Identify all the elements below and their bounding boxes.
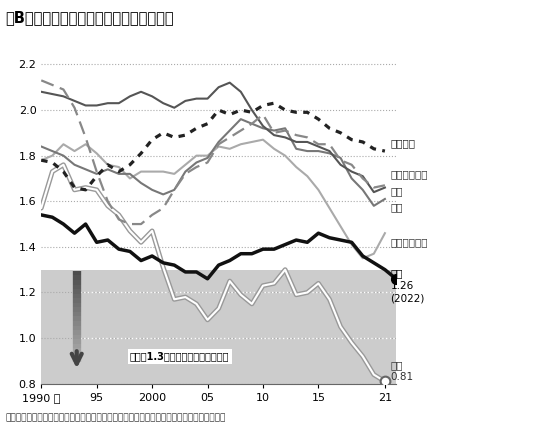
Bar — [59, 270, 60, 384]
Text: 出生率1.3未満＝急速な人口減少に: 出生率1.3未満＝急速な人口減少に — [130, 351, 229, 361]
Bar — [75, 270, 76, 384]
Bar — [48, 270, 49, 384]
Bar — [64, 270, 66, 384]
Text: フィンランド: フィンランド — [390, 237, 428, 247]
Text: 図B　増加に転じた欧米の合計特殊出生率: 図B 増加に転じた欧米の合計特殊出生率 — [6, 11, 174, 25]
Bar — [58, 270, 59, 384]
Bar — [67, 270, 68, 384]
Bar — [53, 270, 54, 384]
Bar — [46, 270, 48, 384]
Text: 韓国
0.81: 韓国 0.81 — [390, 360, 414, 382]
Bar — [41, 270, 42, 384]
Bar — [62, 270, 63, 384]
Bar — [66, 270, 67, 384]
Bar — [42, 270, 44, 384]
Text: 米国: 米国 — [390, 186, 403, 196]
Bar — [63, 270, 64, 384]
Bar — [71, 270, 72, 384]
Bar — [49, 270, 50, 384]
Bar — [79, 270, 80, 384]
Bar — [74, 270, 75, 384]
Bar — [44, 270, 45, 384]
Bar — [50, 270, 52, 384]
Text: スウェーデン: スウェーデン — [390, 169, 428, 179]
Text: 英国: 英国 — [390, 202, 403, 212]
Bar — [70, 270, 71, 384]
Text: 日本
1.26
(2022): 日本 1.26 (2022) — [390, 268, 425, 303]
Bar — [57, 270, 58, 384]
Bar — [56, 270, 57, 384]
Text: フランス: フランス — [390, 138, 415, 148]
Bar — [68, 270, 70, 384]
Bar — [60, 270, 62, 384]
Text: （世界銀行、各国政府統計、厚生労働省「人口動態総覧（率）の国際比較」等を基に作成）: （世界銀行、各国政府統計、厚生労働省「人口動態総覧（率）の国際比較」等を基に作成… — [6, 413, 226, 422]
Bar — [76, 270, 78, 384]
Bar — [45, 270, 46, 384]
Bar — [72, 270, 74, 384]
Bar — [52, 270, 53, 384]
Bar — [41, 270, 396, 384]
Bar — [54, 270, 56, 384]
Bar — [78, 270, 79, 384]
